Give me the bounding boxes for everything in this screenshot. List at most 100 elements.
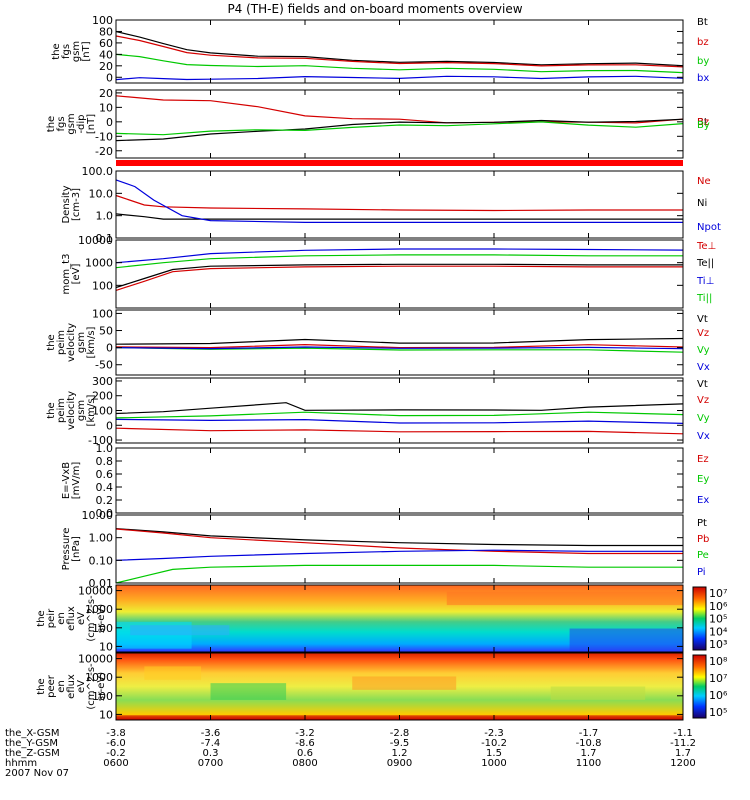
spectrogram-patch (130, 625, 230, 636)
y-axis-label-line: [cm-3] (71, 188, 82, 221)
series-fgs-gsm-dip-Bt (115, 118, 684, 142)
legend-peim-velocity-1-3: Vx (697, 362, 710, 373)
y-tick-label: 0 (106, 342, 113, 355)
legend-mom-t3-2: Ti⊥ (696, 276, 714, 287)
legend-peim-velocity-2-3: Vx (697, 431, 710, 442)
y-axis-label-line: en (56, 680, 67, 693)
y-tick-label: 80 (99, 25, 113, 38)
spectrogram-patch (569, 628, 683, 651)
y-axis-label-density: Density [cm-3] (61, 185, 82, 223)
y-axis-label-line: [mV/m] (71, 462, 82, 500)
series-density-Npot (115, 179, 683, 223)
y-tick-label: 1.0 (96, 210, 114, 223)
colorbar-tick: 10⁸ (709, 655, 728, 668)
footer-label-the_Z-GSM: the_Z-GSM (5, 748, 60, 759)
series-peim-velocity-1-Vy (115, 347, 684, 353)
series-fgs-gsm-bz (115, 35, 684, 68)
y-axis-label-e-vxb: E=-VxB [mV/m] (61, 462, 82, 500)
series-fgs-gsm-dip-Bz (115, 95, 684, 124)
y-tick-label: 100.0 (82, 165, 114, 178)
colorbar-tick: 10⁴ (709, 625, 728, 638)
legend-fgs-gsm-dip-0: Bt (697, 117, 708, 128)
y-axis-label-line: [eV] (71, 264, 82, 285)
legend-mom-t3-1: Te|| (696, 258, 714, 269)
y-tick-label: 50 (99, 325, 113, 338)
y-axis-label-line: fgs (56, 116, 67, 131)
y-tick-label: 0.0 (96, 507, 114, 520)
y-axis-label-line: Pressure (61, 528, 72, 571)
y-tick-label: 0.1 (96, 232, 114, 245)
footer-value: -6.0 (106, 738, 126, 749)
legend-fgs-gsm-0: Bt (697, 17, 708, 28)
legend-peim-velocity-2-0: Vt (697, 379, 708, 390)
colorbar-tick: 10⁷ (709, 672, 727, 685)
y-tick-label: 100 (92, 622, 113, 635)
footer-value: -9.5 (390, 738, 410, 749)
colorbar-peer-en-eflux (692, 654, 707, 719)
y-axis-label-line: peer (46, 674, 57, 698)
y-axis-label-line: [km/s] (86, 394, 97, 426)
series-pressure-Pi (115, 549, 683, 561)
footer-value: 0.6 (297, 748, 313, 759)
y-axis-label-line: the (46, 334, 57, 350)
y-axis-label-line: peir (46, 608, 57, 628)
y-tick-label: 10 (99, 101, 113, 114)
footer-value: -8.6 (295, 738, 315, 749)
spectrogram-patch (550, 686, 646, 700)
footer-value: -3.2 (295, 728, 315, 739)
footer-label-the_Y-GSM: the_Y-GSM (5, 738, 58, 749)
legend-fgs-gsm-1: bz (697, 37, 709, 48)
series-density-Ne (115, 194, 683, 212)
y-axis-label-peim-velocity-2: the peim velocity gsm [km/s] (46, 391, 97, 430)
series-peim-velocity-1-Vz (115, 343, 684, 349)
y-tick-label: 1000 (85, 671, 113, 684)
colorbar-peir-en-eflux (692, 586, 707, 651)
y-axis-label-line: eV (76, 680, 87, 693)
y-tick-label: 40 (99, 48, 113, 61)
series-peim-velocity-1-Vt (115, 337, 684, 345)
series-peim-velocity-1-Vx (115, 346, 684, 350)
y-axis-label-line: velocity (66, 323, 77, 362)
footer-value: -2.3 (484, 728, 504, 739)
legend-peim-velocity-1-2: Vy (697, 345, 710, 356)
y-tick-label: 0.2 (96, 494, 114, 507)
footer-value: -10.2 (481, 738, 507, 749)
y-axis-label-line: [nT] (86, 114, 97, 134)
y-axis-label-line: eflux (66, 674, 77, 699)
footer-value: -10.8 (576, 738, 602, 749)
footer-value: 1200 (670, 758, 695, 769)
y-axis-label-line: [km/s] (86, 326, 97, 358)
panel-frame-density (115, 170, 684, 239)
legend-mom-t3-3: Ti|| (696, 293, 712, 304)
y-tick-label: 10.0 (89, 187, 114, 200)
panel-frame-mom-t3 (115, 239, 684, 309)
y-tick-label: 0.10 (89, 554, 114, 567)
y-tick-label: 20 (99, 60, 113, 73)
y-axis-label-peer-en-eflux: the peer en eflux eV (cm^2-s-sr-eV) (36, 663, 107, 710)
y-axis-label-line: the (51, 43, 62, 59)
legend-pressure-3: Pi (697, 567, 706, 578)
y-tick-label: 10000 (78, 585, 113, 598)
colorbar-tick: 10³ (709, 638, 727, 651)
colorbar-tick: 10⁶ (709, 600, 728, 613)
footer-value: 1.7 (675, 748, 691, 759)
series-peim-velocity-2-Vx (115, 418, 684, 424)
panel-frame-pressure (115, 514, 684, 584)
y-tick-label: -20 (95, 145, 113, 158)
y-tick-label: 100 (92, 279, 113, 292)
y-tick-label: 300 (92, 375, 113, 388)
colorbar-tick: 10⁶ (709, 689, 728, 702)
y-tick-label: 1000 (85, 257, 113, 270)
legend-fgs-gsm-dip-2: By (697, 120, 710, 131)
footer-value: 1.2 (392, 748, 408, 759)
legend-fgs-gsm-dip-1: Bz (697, 117, 709, 128)
y-tick-label: 0 (106, 71, 113, 84)
legend-density-2: Npot (697, 222, 721, 233)
y-axis-label-mom-t3: mom_t3 [eV] (61, 254, 82, 295)
series-fgs-gsm-dip-By (115, 121, 684, 136)
y-axis-label-line: gsm (66, 113, 77, 134)
legend-pressure-1: Pb (697, 534, 709, 545)
legend-peim-velocity-2-1: Vz (697, 395, 709, 406)
footer-value: -3.8 (106, 728, 126, 739)
y-axis-label-line: gsm (76, 400, 87, 421)
